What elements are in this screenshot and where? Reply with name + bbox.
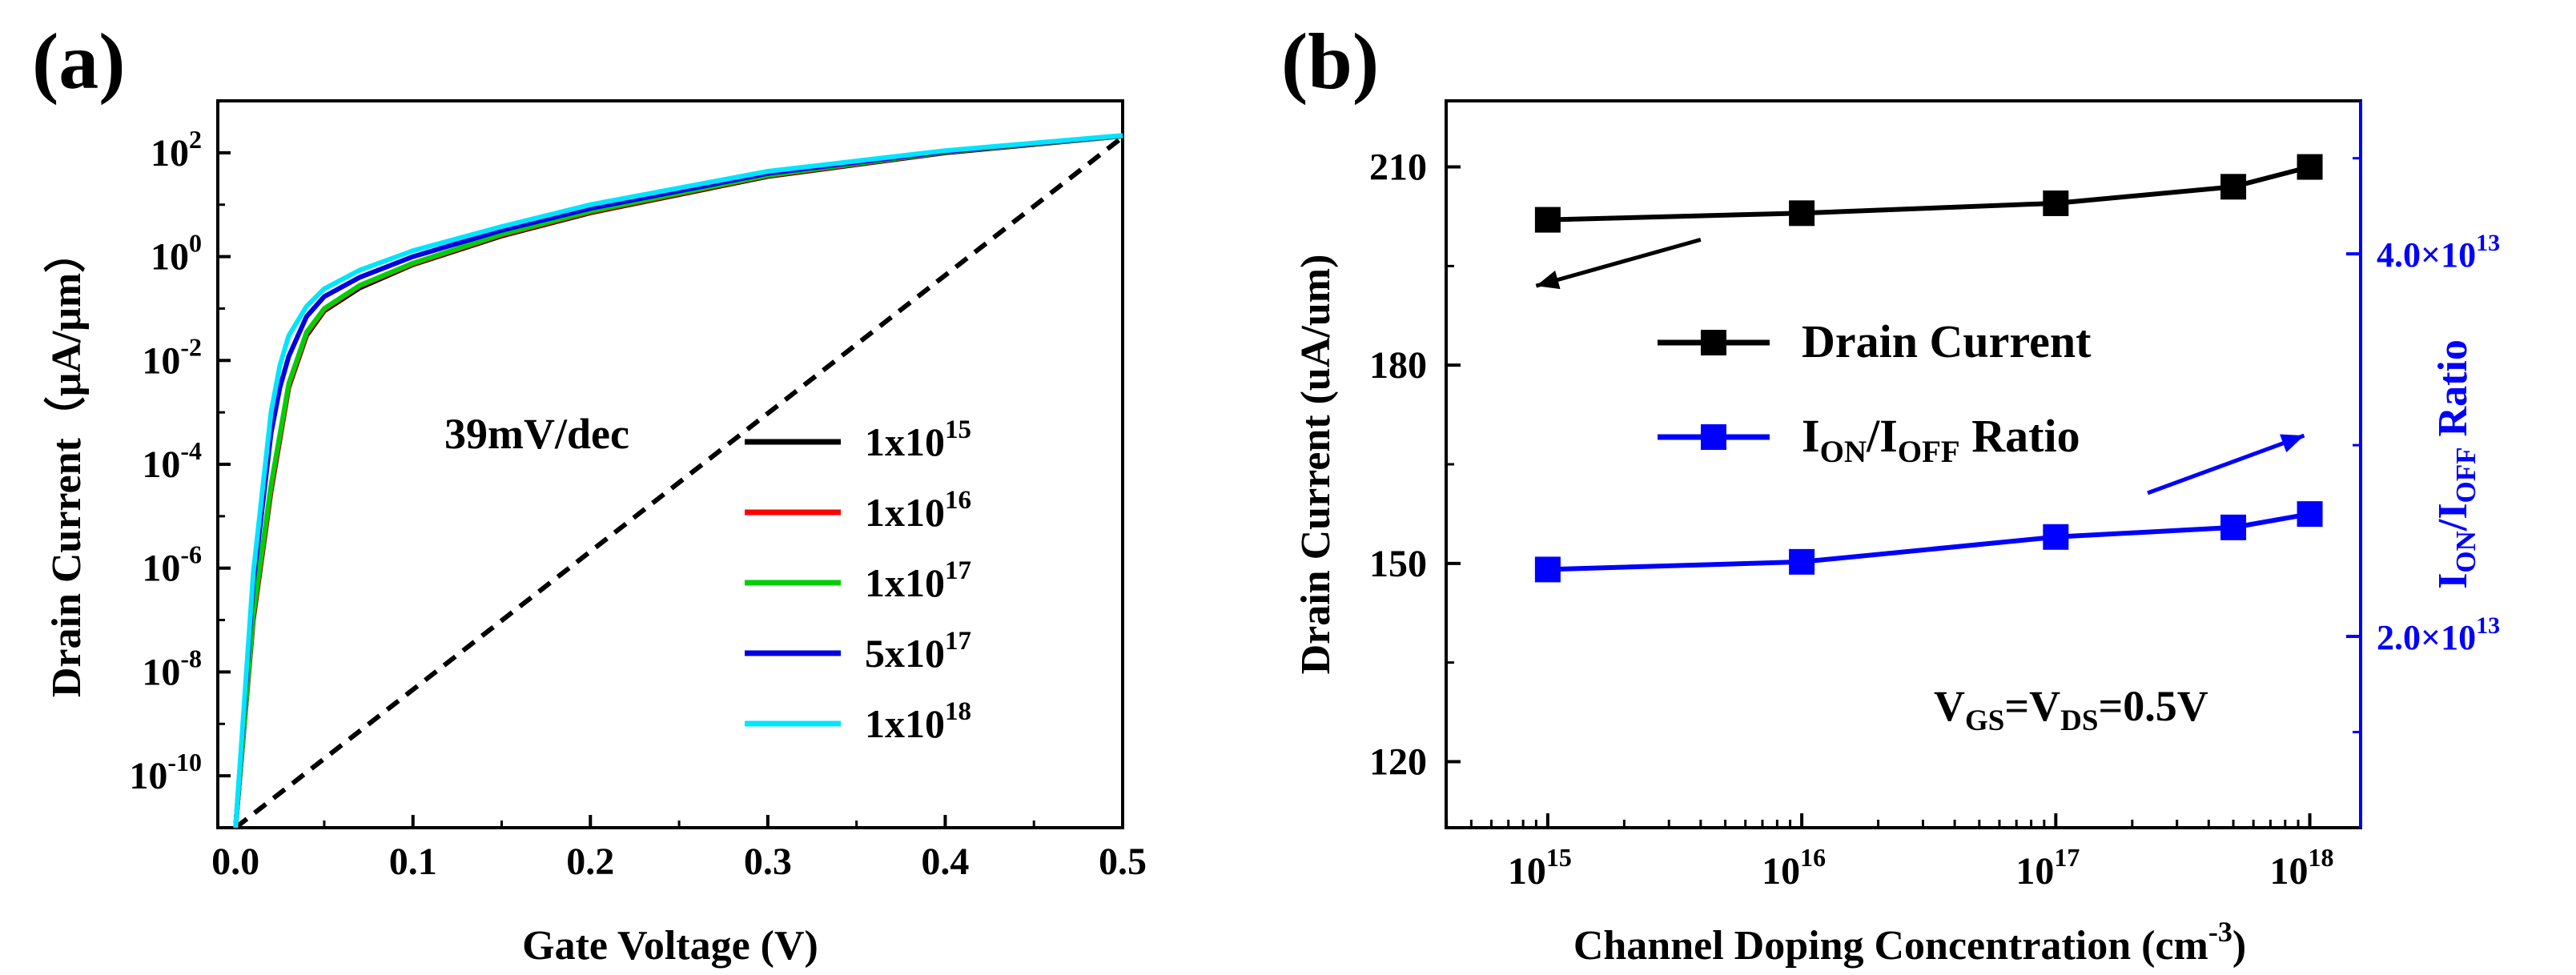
panel-a-y-tick-label: 10-2 xyxy=(142,332,202,382)
panel-a-legend-label: 1x1018 xyxy=(865,697,971,746)
panel-a-y-axis-label: Drain Current（μA/μm） xyxy=(43,231,90,697)
panel-b-y2-tick-label: 4.0×1013 xyxy=(2377,230,2500,275)
panel-a-label: (a) xyxy=(32,17,126,106)
panel-b-legend-marker xyxy=(1701,330,1726,355)
panel-b-data-marker xyxy=(1534,207,1561,233)
panel-b-data-marker xyxy=(2297,154,2323,180)
panel-b-y-tick-label: 180 xyxy=(1369,344,1427,387)
panel-a-legend: 1x1015 1x1016 1x1017 5x1017 1x1018 xyxy=(745,415,971,746)
panel-b-x-tick-label: 1016 xyxy=(1762,843,1826,893)
panel-b-y-axis-label: Drain Current (uA/um) xyxy=(1293,255,1339,675)
panel-b-legend-label: ION​/IOFF​ Ratio xyxy=(1802,410,2080,469)
panel-b-series xyxy=(1534,154,2323,583)
panel-a-x-tick-label: 0.4 xyxy=(921,841,969,883)
panel-b-arrow-shaft xyxy=(2147,433,2305,496)
panel-b-data-marker xyxy=(1789,548,1815,575)
panel-b-x-tick-label: 1018 xyxy=(2270,843,2334,893)
panel-a-series-line xyxy=(233,133,1123,829)
panel-a-x-ticks: 0.0 0.1 0.2 0.3 0.4 0.5 xyxy=(211,815,1147,883)
panel-b-x-axis-label: Channel Doping Concentration (cm-3) xyxy=(1573,916,2246,969)
panel-b-data-marker xyxy=(2043,524,2069,550)
panel-b-data-marker xyxy=(2220,514,2247,540)
panel-b-x-tick-label: 1017 xyxy=(2015,843,2080,893)
panel-a-y-tick-label: 10-8 xyxy=(142,644,202,693)
panel-a-plot-frame xyxy=(216,99,1124,829)
panel-a-x-tick-label: 0.1 xyxy=(389,841,437,883)
panel-a-annotation: 39mV/dec xyxy=(444,410,629,458)
panel-a-legend-label: 1x1015 xyxy=(865,415,971,464)
panel-b-data-marker xyxy=(2297,501,2323,528)
panel-b: (b) 1015 1016 1017 1018 120 150 180 210 2.0×10… xyxy=(1281,17,2500,969)
panel-a-x-tick-label: 0.5 xyxy=(1099,841,1147,883)
panel-a-legend-label: 1x1017 xyxy=(865,556,971,605)
panel-b-y-tick-label: 150 xyxy=(1369,543,1427,585)
panel-b-label: (b) xyxy=(1281,17,1379,106)
panel-b-y2-axis-label: ION​/IOFF​ Ratio xyxy=(2430,339,2482,589)
panel-b-data-marker xyxy=(1789,200,1815,227)
panel-b-y2-ticks: 2.0×1013 4.0×1013 xyxy=(2346,157,2500,734)
panel-b-annotation: VGS​=VDS​=0.5V xyxy=(1934,682,2208,737)
panel-b-data-marker xyxy=(1534,556,1561,583)
panel-b-arrow-head xyxy=(1536,270,1561,290)
panel-b-y2-tick-label: 2.0×1013 xyxy=(2377,612,2500,657)
panel-a-legend-label: 5x1017 xyxy=(865,627,971,676)
panel-b-legend-label: Drain Current xyxy=(1802,315,2092,367)
panel-b-y-tick-label: 120 xyxy=(1369,740,1427,783)
panel-a-x-tick-label: 0.2 xyxy=(566,841,614,883)
panel-a-x-tick-label: 0.0 xyxy=(211,841,259,883)
panel-b-arrow-shaft xyxy=(1535,237,1702,288)
panel-b-series-line xyxy=(1547,512,2311,572)
panel-a-y-ticks: 10-10 10-8 10-6 10-4 10-2 100 102 xyxy=(129,125,231,829)
panel-a-y-tick-label: 10-10 xyxy=(129,748,202,797)
panel-a-y-tick-label: 102 xyxy=(151,125,202,175)
panel-a-x-tick-label: 0.3 xyxy=(744,841,792,883)
panel-a-y-tick-label: 100 xyxy=(151,229,202,279)
panel-b-y-ticks: 120 150 180 210 xyxy=(1369,146,1461,783)
panel-b-y-tick-label: 210 xyxy=(1369,146,1427,189)
panel-a-y-tick-label: 10-4 xyxy=(142,436,202,486)
panel-a: (a) 0.0 0.1 0.2 0.3 0.4 0.5 10-10 10-8 10-6 10-4… xyxy=(32,17,1147,969)
panel-a-series xyxy=(233,133,1124,830)
panel-a-legend-label: 1x1016 xyxy=(865,486,971,535)
panel-b-legend-marker xyxy=(1701,424,1726,450)
panel-b-x-ticks: 1015 1016 1017 1018 xyxy=(1445,813,2334,893)
panel-b-data-marker xyxy=(2043,190,2069,216)
panel-b-arrow-head xyxy=(2280,434,2305,453)
panel-b-data-marker xyxy=(2220,174,2247,200)
panel-a-x-axis-label: Gate Voltage (V) xyxy=(522,923,818,969)
panel-a-y-tick-label: 10-6 xyxy=(142,540,202,590)
panel-b-series-line xyxy=(1547,164,2311,223)
panel-b-arrows xyxy=(1535,237,2305,496)
panel-b-x-tick-label: 1015 xyxy=(1508,843,1572,893)
panel-a-reference-dashed-line xyxy=(234,134,1124,830)
panel-b-legend: Drain Current ION​/IOFF​ Ratio xyxy=(1658,315,2092,469)
